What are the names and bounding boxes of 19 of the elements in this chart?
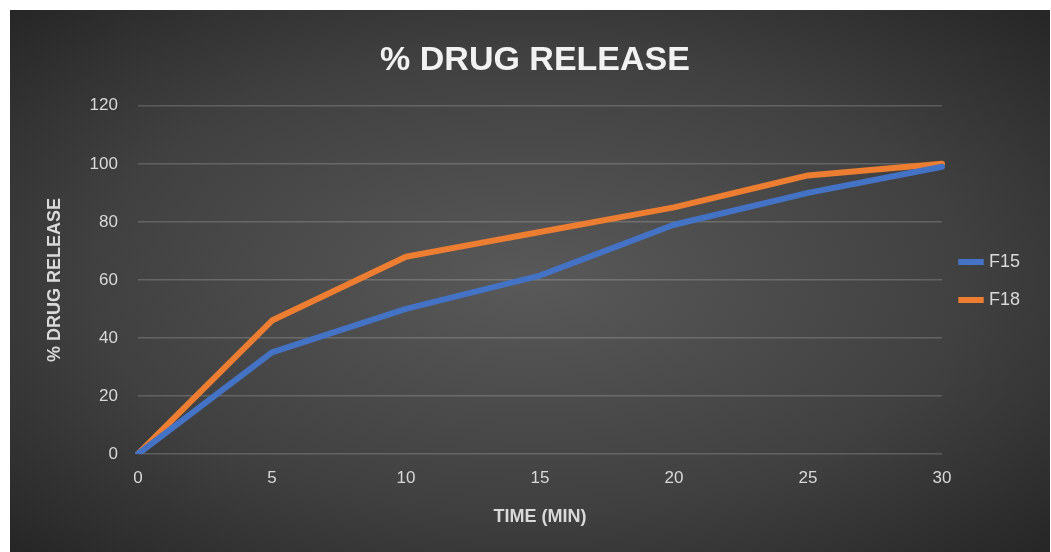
legend-label: F15 — [988, 250, 1021, 271]
legend-label: F18 — [988, 288, 1021, 309]
y-tick-label: 100 — [89, 153, 118, 173]
y-tick-label: 0 — [108, 443, 118, 463]
x-tick-label: 25 — [798, 467, 818, 487]
y-tick-label: 120 — [89, 95, 118, 115]
y-tick-label: 40 — [99, 327, 118, 347]
y-tick-label: 20 — [99, 385, 118, 405]
y-axis-title: % DRUG RELEASE — [43, 197, 64, 362]
x-tick-label: 15 — [530, 467, 550, 487]
x-tick-label: 20 — [664, 467, 684, 487]
chart-title: % DRUG RELEASE — [380, 38, 690, 77]
x-axis-title: TIME (MIN) — [493, 506, 587, 527]
x-tick-label: 30 — [932, 467, 952, 487]
y-tick-label: 60 — [99, 269, 118, 289]
x-tick-label: 0 — [133, 467, 143, 487]
x-tick-label: 5 — [267, 467, 277, 487]
y-tick-label: 80 — [99, 211, 118, 231]
x-tick-label: 10 — [396, 467, 416, 487]
